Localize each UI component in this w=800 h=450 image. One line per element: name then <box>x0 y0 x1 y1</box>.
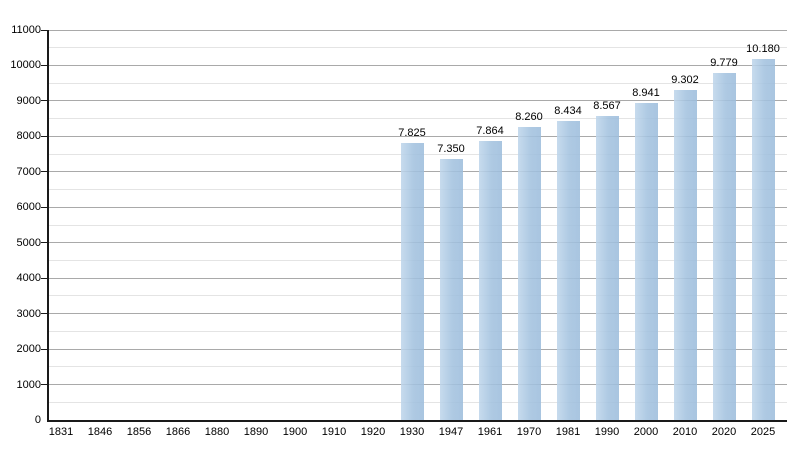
y-tick-mark <box>41 348 47 350</box>
x-tick-label-1930: 1930 <box>399 426 425 438</box>
bar-1981 <box>556 120 580 420</box>
major-gridline <box>49 100 787 102</box>
y-tick-mark <box>41 29 47 31</box>
x-tick-label-1947: 1947 <box>438 426 464 438</box>
bar-1947 <box>439 159 463 420</box>
bar-1961 <box>478 141 502 420</box>
value-label-2020: 9.779 <box>710 57 738 70</box>
value-label-1930: 7.825 <box>398 126 426 139</box>
minor-gridline <box>49 118 787 120</box>
y-tick-mark <box>41 64 47 66</box>
y-tick-label: 10000 <box>10 59 41 72</box>
x-tick-label-1890: 1890 <box>243 426 269 438</box>
x-tick-label-1846: 1846 <box>87 426 113 438</box>
bar-2000 <box>634 103 658 420</box>
y-tick-label: 7000 <box>16 165 41 178</box>
bar-1930 <box>400 142 424 420</box>
value-label-1947: 7.350 <box>437 143 465 156</box>
value-label-2010: 9.302 <box>671 74 699 87</box>
y-tick-label: 1000 <box>16 378 41 391</box>
plot-area: 7.825 7.350 7.864 8.260 8.434 8.567 8.941 9.302… <box>10 24 787 438</box>
y-tick-label: 5000 <box>16 236 41 249</box>
y-tick-mark <box>41 135 47 137</box>
y-tick-mark <box>41 277 47 279</box>
bar-1970 <box>517 127 541 420</box>
x-tick-label-1961: 1961 <box>477 426 503 438</box>
y-tick-label: 9000 <box>16 94 41 107</box>
y-tick-label: 3000 <box>16 307 41 320</box>
y-tick-mark <box>41 384 47 386</box>
y-tick-label: 6000 <box>16 201 41 214</box>
minor-gridline <box>49 82 787 84</box>
y-tick-mark <box>41 100 47 102</box>
x-tick-label-1970: 1970 <box>516 426 542 438</box>
value-label-1961: 7.864 <box>476 125 504 138</box>
x-tick-label-2010: 2010 <box>672 426 698 438</box>
y-tick-label: 8000 <box>16 130 41 143</box>
x-tick-label-1920: 1920 <box>360 426 386 438</box>
x-tick-label-1981: 1981 <box>555 426 581 438</box>
y-tick-label: 11000 <box>11 24 41 36</box>
minor-gridline <box>49 47 787 49</box>
value-label-1970: 8.260 <box>515 111 543 124</box>
bar-2025 <box>751 59 775 420</box>
y-tick-mark <box>41 206 47 208</box>
major-gridline <box>49 64 787 66</box>
x-tick-label-2000: 2000 <box>633 426 659 438</box>
x-tick-label-1856: 1856 <box>126 426 152 438</box>
value-label-2025: 10.180 <box>746 43 780 56</box>
x-tick-label-1900: 1900 <box>282 426 308 438</box>
x-tick-label-2020: 2020 <box>711 426 737 438</box>
major-gridline <box>49 29 787 31</box>
y-tick-mark <box>41 171 47 173</box>
value-label-1981: 8.434 <box>554 104 582 117</box>
x-tick-label-2025: 2025 <box>750 426 776 438</box>
bar-2020 <box>712 73 736 420</box>
major-gridline <box>49 135 787 137</box>
x-tick-label-1866: 1866 <box>165 426 191 438</box>
y-tick-label: 0 <box>34 414 41 426</box>
x-tick-label-1990: 1990 <box>594 426 620 438</box>
x-tick-label-1910: 1910 <box>321 426 347 438</box>
bar-1990 <box>595 116 619 420</box>
value-label-1990: 8.567 <box>593 100 621 113</box>
x-tick-label-1831: 1831 <box>48 426 74 438</box>
y-tick-label: 2000 <box>16 343 41 356</box>
y-tick-mark <box>41 242 47 244</box>
bar-2010 <box>673 90 697 420</box>
y-tick-label: 4000 <box>16 272 41 285</box>
x-tick-label-1880: 1880 <box>204 426 230 438</box>
y-tick-mark <box>41 313 47 315</box>
value-label-2000: 8.941 <box>632 87 660 100</box>
